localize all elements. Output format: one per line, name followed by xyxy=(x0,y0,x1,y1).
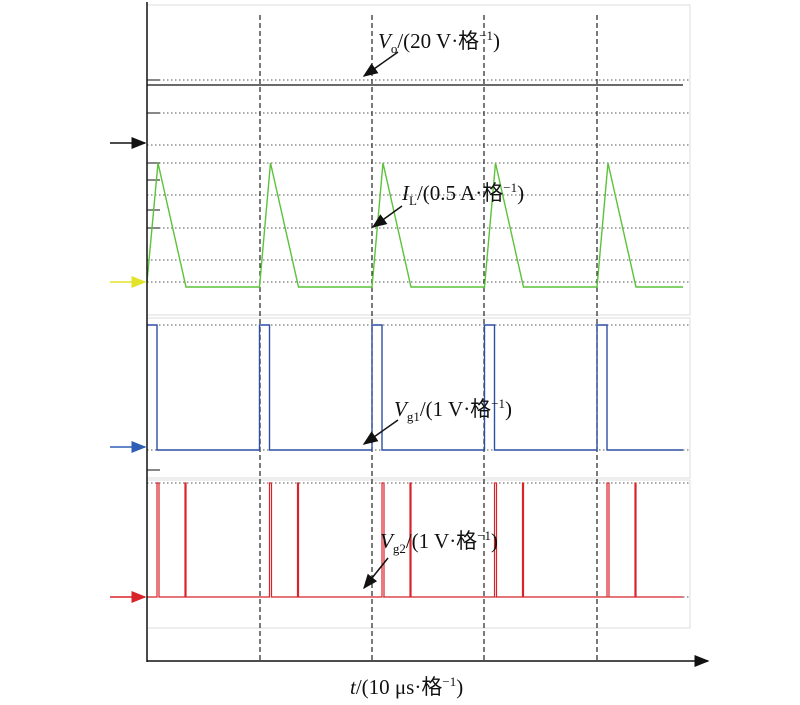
subscript: L xyxy=(409,193,417,208)
close-paren: ) xyxy=(505,397,512,421)
unit-text: /(10 μs·格 xyxy=(356,675,443,699)
pointer-arrows xyxy=(362,51,403,590)
superscript: −1 xyxy=(442,674,456,689)
x-axis-label: t/(10 μs·格−1) xyxy=(350,674,463,699)
symbol: V xyxy=(394,397,409,421)
axes xyxy=(146,2,710,667)
vg2-trace xyxy=(147,482,683,598)
labels: Vo/(20 V·格−1)IL/(0.5 A·格−1)Vg1/(1 V·格−1)… xyxy=(350,28,524,699)
symbol: t xyxy=(350,675,357,699)
subscript: o xyxy=(391,41,398,56)
il-trace xyxy=(146,162,683,288)
superscript: −1 xyxy=(477,528,491,543)
unit-text: /(0.5 A·格 xyxy=(417,181,503,205)
trace-label: IL/(0.5 A·格−1) xyxy=(401,180,524,208)
superscript: −1 xyxy=(491,396,505,411)
unit-text: /(1 V·格 xyxy=(420,397,491,421)
trace-label: Vo/(20 V·格−1) xyxy=(378,28,500,56)
subscript: g1 xyxy=(407,409,420,424)
channel-markers xyxy=(110,137,147,603)
symbol: V xyxy=(380,529,395,553)
superscript: −1 xyxy=(479,28,493,43)
symbol: V xyxy=(378,29,393,53)
unit-text: /(1 V·格 xyxy=(406,529,477,553)
symbol: I xyxy=(401,181,410,205)
waveforms xyxy=(146,84,683,598)
trace-label: Vg1/(1 V·格−1) xyxy=(394,396,512,424)
unit-text: /(20 V·格 xyxy=(397,29,479,53)
close-paren: ) xyxy=(517,181,524,205)
trace-label: Vg2/(1 V·格−1) xyxy=(380,528,498,556)
vg1-trace xyxy=(147,324,683,451)
subscript: g2 xyxy=(393,541,406,556)
close-paren: ) xyxy=(491,529,498,553)
superscript: −1 xyxy=(503,180,517,195)
close-paren: ) xyxy=(456,675,463,699)
close-paren: ) xyxy=(493,29,500,53)
